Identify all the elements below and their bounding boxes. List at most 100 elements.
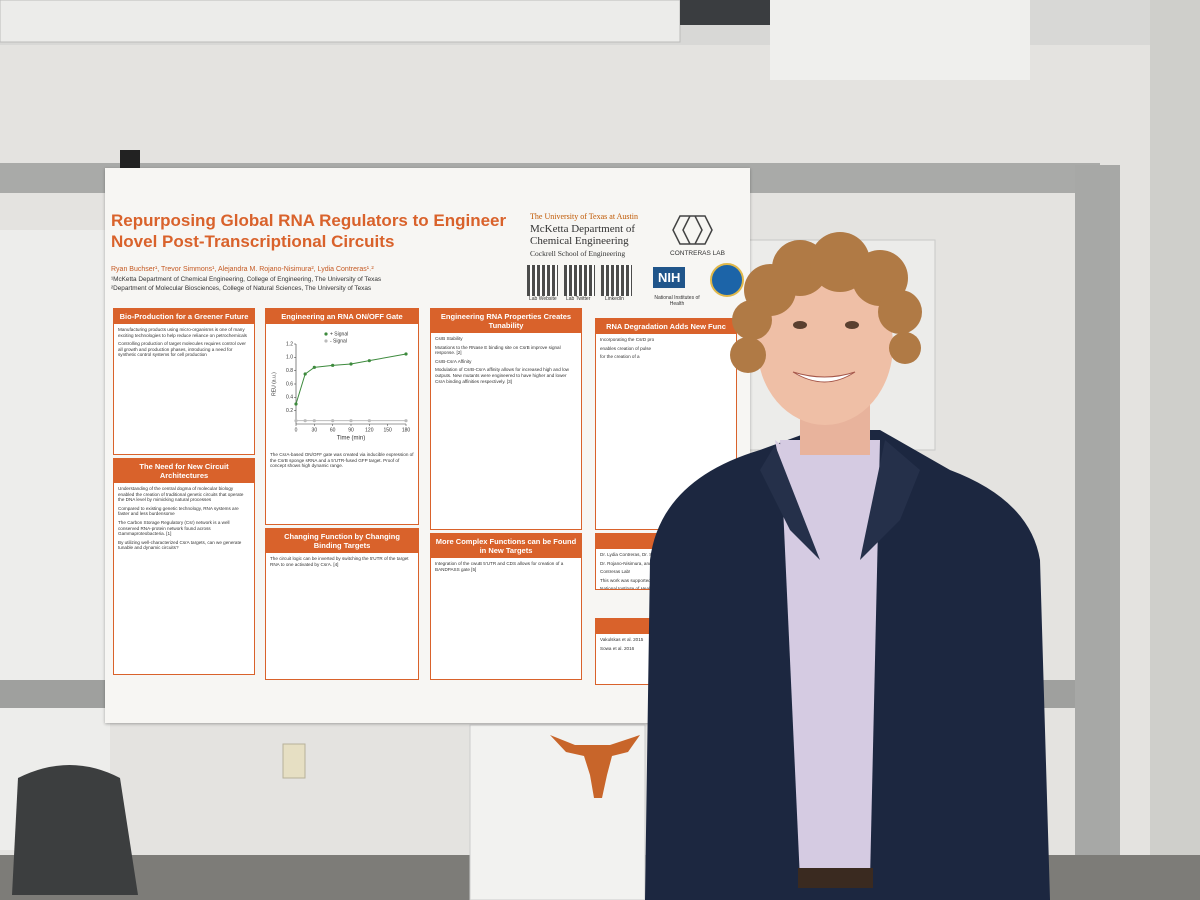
qr-code bbox=[527, 265, 558, 296]
affiliation: ²Department of Molecular Biosciences, Co… bbox=[111, 285, 372, 292]
data-point bbox=[294, 402, 298, 406]
x-tick-label: 90 bbox=[348, 427, 354, 433]
section-heading: Re bbox=[596, 619, 736, 634]
qr-code bbox=[564, 265, 595, 296]
y-tick-label: 0.2 bbox=[286, 408, 293, 414]
y-tick-label: 0.6 bbox=[286, 381, 293, 387]
wall-panel bbox=[739, 239, 936, 451]
legend-label: - Signal bbox=[330, 338, 347, 344]
data-point bbox=[349, 419, 353, 423]
section-text: enables creation of pulse bbox=[600, 345, 652, 351]
section-text: Integration of the cwuB 5'UTR and CDS al… bbox=[435, 561, 564, 572]
section-heading: Bio-Production for a Greener Future bbox=[114, 309, 254, 324]
whiteboard bbox=[0, 230, 110, 850]
poster-title: Repurposing Global RNA Regulators to Eng… bbox=[111, 211, 507, 251]
school: Cockrell School of Engineering bbox=[530, 249, 626, 258]
x-axis-label: Time (min) bbox=[337, 436, 365, 442]
qr-label: Lab Website bbox=[529, 296, 557, 302]
section-text: CsrB-CsrA Affinity bbox=[435, 358, 472, 364]
data-point bbox=[367, 359, 371, 363]
section-heading: Engineering an RNA ON/OFF Gate bbox=[266, 309, 418, 324]
university: The University of Texas at Austin bbox=[530, 212, 638, 221]
section-text: Dr. Lydia Contreras, Dr. Simm bbox=[600, 552, 661, 557]
data-point bbox=[349, 362, 353, 366]
x-tick-label: 120 bbox=[365, 427, 374, 433]
section-heading: RNA Degradation Adds New Func bbox=[596, 319, 736, 334]
department: McKetta Department of Chemical Engineeri… bbox=[530, 223, 636, 247]
stand-pole bbox=[1075, 165, 1120, 900]
section-text: The Carbon Storage Regulatory (Csr) netw… bbox=[118, 519, 230, 537]
soffit bbox=[770, 0, 1030, 80]
section-text: Dr. Rojano-Nisimura, and the bbox=[600, 560, 660, 566]
data-point bbox=[404, 352, 408, 356]
poster-section: More Complex Functions can be Found in N… bbox=[430, 533, 582, 680]
section-text: Modulation of CsrB-CsrA affinity allows … bbox=[435, 367, 569, 384]
section-text: Compared to existing genetic technology,… bbox=[118, 505, 239, 517]
ceiling-vent bbox=[680, 0, 780, 25]
section-text: Controlling production of target molecul… bbox=[118, 341, 246, 358]
section-heading: Changing Function by Changing Binding Ta… bbox=[266, 529, 418, 553]
y-tick-label: 0.8 bbox=[286, 368, 293, 374]
poster-section: Ackno Dr. Lydia Contreras, Dr. Simm Dr. Ro… bbox=[595, 533, 737, 590]
legend-swatch bbox=[324, 339, 328, 343]
poster-section: RNA Degradation Adds New Func Incorporati… bbox=[595, 318, 737, 530]
poster-section: Engineering an RNA ON/OFF Gate 0.2 0.4 0.6 0… bbox=[265, 308, 419, 525]
data-point bbox=[367, 419, 371, 423]
qr-label: Lab Twitter bbox=[566, 296, 591, 302]
section-text: Sowa et al. 2016 bbox=[600, 645, 635, 651]
backpack bbox=[12, 765, 138, 895]
longhorn-logo bbox=[550, 735, 640, 798]
section-text: for the creation of a bbox=[600, 354, 640, 360]
y-tick-label: 1.0 bbox=[286, 355, 293, 361]
y-axis-label: REU (a.u.) bbox=[271, 372, 277, 396]
x-tick-label: 180 bbox=[402, 427, 411, 433]
data-point bbox=[312, 365, 316, 369]
data-point bbox=[404, 419, 408, 423]
section-text: Mutations to the RNase E binding site on… bbox=[435, 344, 561, 356]
authors: Ryan Buchser¹, Trevor Simmons¹, Alejandr… bbox=[111, 266, 374, 273]
section-text: Understanding of the central dogma of mo… bbox=[118, 486, 244, 503]
section-heading: Ackno bbox=[596, 534, 736, 549]
x-tick-label: 30 bbox=[312, 427, 318, 433]
section-text: National Institute of Health bbox=[600, 586, 654, 590]
x-tick-label: 0 bbox=[295, 427, 298, 433]
y-tick-label: 1.2 bbox=[286, 341, 293, 347]
qr-label: LinkedIn bbox=[605, 296, 624, 302]
series-line bbox=[295, 353, 407, 405]
outlet bbox=[282, 743, 306, 779]
section-text: Vakulskas et al. 2015 bbox=[600, 637, 644, 642]
poster-section: Engineering RNA Properties Creates Tunab… bbox=[430, 308, 582, 530]
legend-swatch bbox=[324, 332, 328, 336]
section-heading: More Complex Functions can be Found in N… bbox=[431, 534, 581, 558]
poster-section: The Need for New Circuit Architectures Un… bbox=[113, 458, 255, 675]
legend-label: + Signal bbox=[330, 331, 348, 337]
line-chart: 0.2 0.4 0.6 0.8 1.0 1.2 0 30 60 90 120 150 180 Time (… bbox=[271, 331, 411, 442]
data-point bbox=[331, 363, 335, 367]
x-tick-label: 150 bbox=[383, 427, 392, 433]
nsf-logo bbox=[710, 263, 744, 297]
data-point bbox=[294, 419, 298, 423]
section-text: This work was supported bbox=[600, 577, 651, 583]
ceiling-tiles bbox=[0, 0, 681, 43]
section-text: By utilizing well-characterized CsrA tar… bbox=[118, 539, 242, 551]
data-point bbox=[303, 372, 307, 376]
affiliation: ¹McKetta Department of Chemical Engineer… bbox=[111, 276, 382, 283]
lab-name: CONTRERAS LAB bbox=[670, 250, 725, 257]
data-point bbox=[331, 419, 335, 423]
section-text: The circuit logic can be inverted by swi… bbox=[270, 556, 409, 567]
data-point bbox=[312, 419, 316, 423]
poster-section: Changing Function by Changing Binding Ta… bbox=[265, 528, 419, 680]
poster-section: Re Vakulskas et al. 2015 Sowa et al. 2016 bbox=[595, 618, 737, 685]
poster-section: Bio-Production for a Greener Future Manuf… bbox=[113, 308, 255, 455]
section-text: CsrB Stability bbox=[435, 336, 463, 341]
x-tick-label: 60 bbox=[330, 427, 336, 433]
poster: Repurposing Global RNA Regulators to Eng… bbox=[105, 168, 750, 723]
lab-logo bbox=[672, 215, 713, 245]
nih-logo: NIH bbox=[653, 267, 686, 288]
qr-code bbox=[601, 265, 632, 296]
data-point bbox=[303, 419, 307, 423]
nih-name: National Institutes of Health bbox=[654, 295, 700, 307]
section-text: Incorporating the CsrD pro bbox=[600, 337, 655, 342]
section-text: Manufacturing products using micro-organ… bbox=[118, 327, 247, 338]
